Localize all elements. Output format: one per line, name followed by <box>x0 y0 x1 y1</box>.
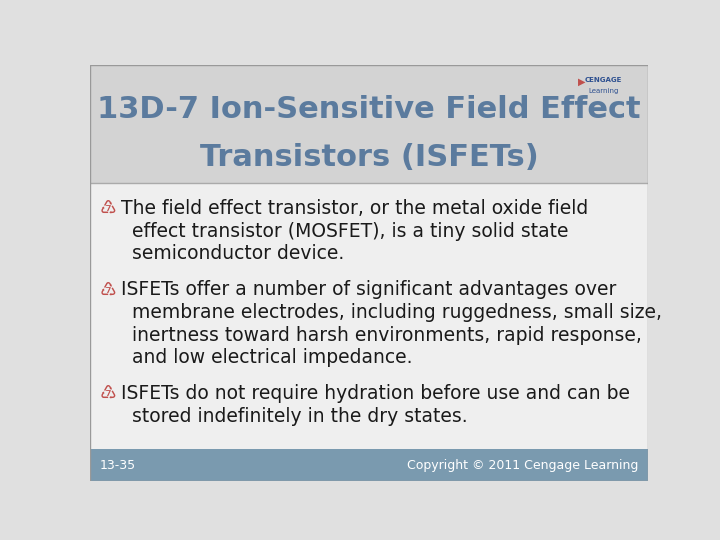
Text: 13D-7 Ion-Sensitive Field Effect: 13D-7 Ion-Sensitive Field Effect <box>97 96 641 124</box>
Bar <box>90 183 648 449</box>
Text: stored indefinitely in the dry states.: stored indefinitely in the dry states. <box>132 407 467 426</box>
Text: effect transistor (MOSFET), is a tiny solid state: effect transistor (MOSFET), is a tiny so… <box>132 221 568 241</box>
Bar <box>90 449 648 481</box>
Bar <box>90 65 648 183</box>
Text: 13-35: 13-35 <box>100 458 136 471</box>
Text: and low electrical impedance.: and low electrical impedance. <box>132 348 413 367</box>
Text: inertness toward harsh environments, rapid response,: inertness toward harsh environments, rap… <box>132 326 642 345</box>
Text: membrane electrodes, including ruggedness, small size,: membrane electrodes, including ruggednes… <box>132 303 662 322</box>
Text: Copyright © 2011 Cengage Learning: Copyright © 2011 Cengage Learning <box>407 458 638 471</box>
Text: CENGAGE: CENGAGE <box>585 77 622 83</box>
Text: Transistors (ISFETs): Transistors (ISFETs) <box>199 143 539 172</box>
Text: The field effect transistor, or the metal oxide field: The field effect transistor, or the meta… <box>121 199 588 218</box>
Text: ♹: ♹ <box>100 384 117 403</box>
Text: ISFETs offer a number of significant advantages over: ISFETs offer a number of significant adv… <box>121 280 616 299</box>
Text: semiconductor device.: semiconductor device. <box>132 245 344 264</box>
Text: ▶: ▶ <box>578 77 586 86</box>
Text: ♹: ♹ <box>100 199 117 218</box>
Text: ISFETs do not require hydration before use and can be: ISFETs do not require hydration before u… <box>121 384 630 403</box>
Text: ♹: ♹ <box>100 280 117 299</box>
Text: Learning: Learning <box>588 87 618 93</box>
